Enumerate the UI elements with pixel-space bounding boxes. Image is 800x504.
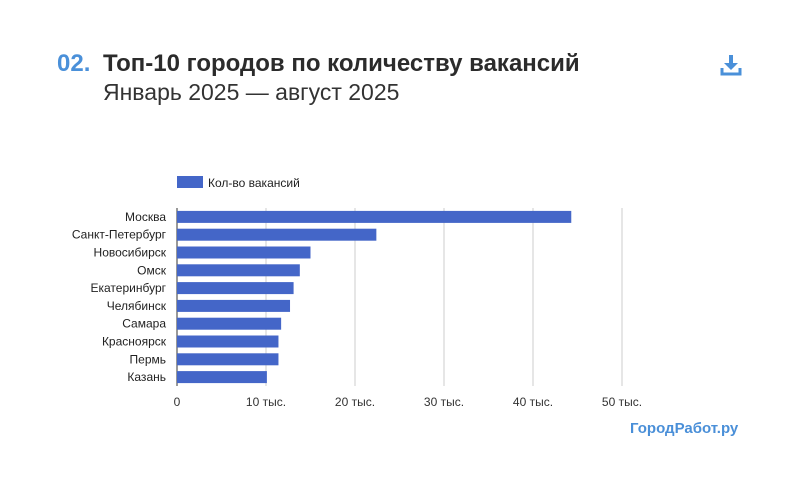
bar xyxy=(177,246,311,259)
x-axis-labels: 0 10 тыс. 20 тыс. 30 тыс. 40 тыс. 50 тыс. xyxy=(174,395,642,409)
y-tick-label: Пермь xyxy=(130,352,166,366)
legend-swatch xyxy=(177,176,203,188)
chart-bars xyxy=(177,210,572,384)
bar xyxy=(177,299,291,312)
brand-logo[interactable]: ГородРабот.ру xyxy=(630,420,739,437)
bar xyxy=(177,282,294,295)
legend-label: Кол-во вакансий xyxy=(208,176,300,190)
chart-subtitle: Январь 2025 — август 2025 xyxy=(103,79,400,105)
x-tick-label: 0 xyxy=(174,395,181,409)
bar xyxy=(177,371,267,384)
x-tick-label: 10 тыс. xyxy=(246,395,286,409)
x-tick-label: 40 тыс. xyxy=(513,395,553,409)
y-tick-label: Новосибирск xyxy=(94,246,167,260)
chart-legend: Кол-во вакансий xyxy=(177,176,300,190)
chart-number: 02. xyxy=(57,50,91,77)
bar xyxy=(177,210,572,223)
y-tick-label: Красноярск xyxy=(102,335,167,349)
x-tick-label: 20 тыс. xyxy=(335,395,375,409)
y-tick-label: Омск xyxy=(137,263,167,277)
y-axis-labels: Москва Санкт-Петербург Новосибирск Омск Екат… xyxy=(72,210,167,384)
bar xyxy=(177,317,282,330)
x-tick-label: 30 тыс. xyxy=(424,395,464,409)
y-tick-label: Екатеринбург xyxy=(91,281,167,295)
bar xyxy=(177,353,279,366)
bar xyxy=(177,228,377,241)
x-tick-label: 50 тыс. xyxy=(602,395,642,409)
y-tick-label: Казань xyxy=(127,370,166,384)
bar xyxy=(177,335,279,348)
y-tick-label: Москва xyxy=(125,210,166,224)
y-tick-label: Челябинск xyxy=(107,299,167,313)
download-button[interactable] xyxy=(720,54,742,76)
download-icon xyxy=(720,55,742,76)
bar xyxy=(177,264,300,277)
y-tick-label: Самара xyxy=(122,317,166,331)
chart-title: Топ-10 городов по количеству вакансий xyxy=(103,50,580,77)
y-tick-label: Санкт-Петербург xyxy=(72,228,167,242)
